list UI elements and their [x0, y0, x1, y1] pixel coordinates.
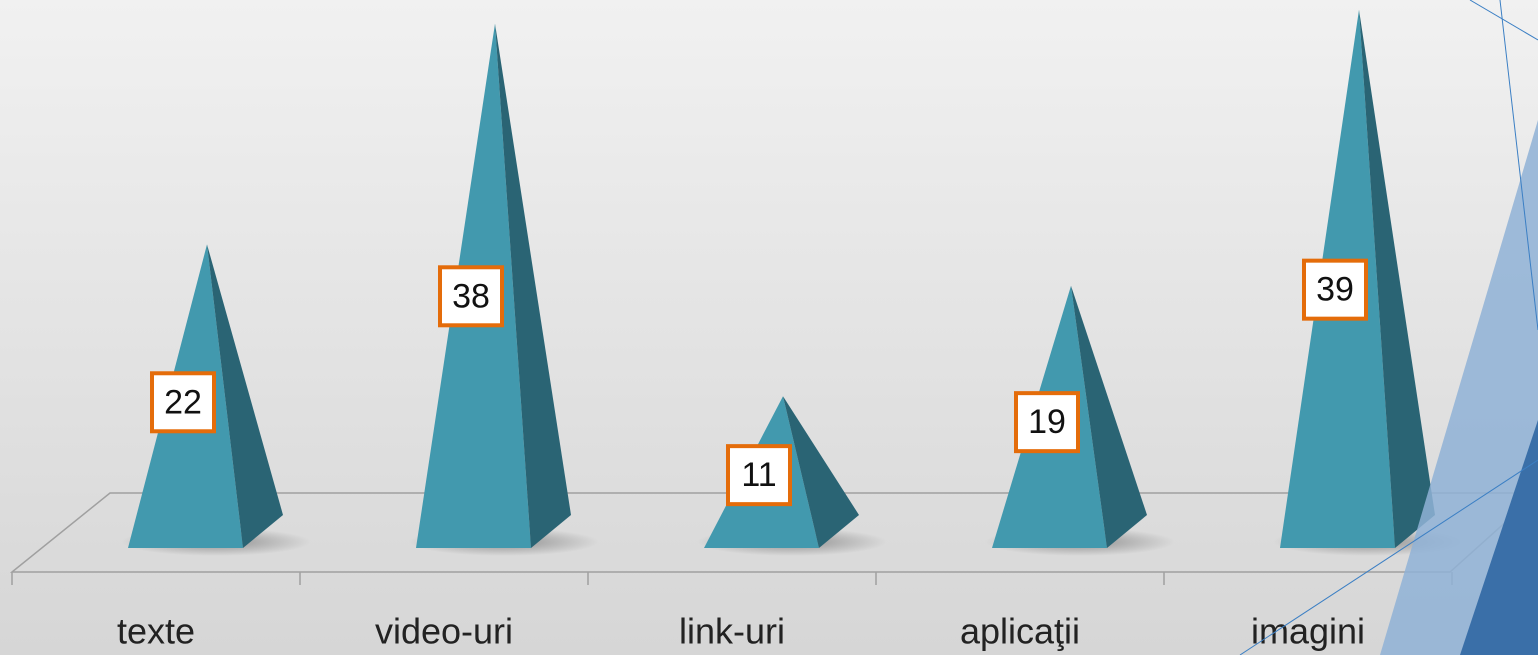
value-label: 11: [741, 456, 776, 494]
value-label-box: [438, 265, 504, 328]
value-label: 19: [1028, 403, 1066, 441]
x-tick-label: video-uri: [375, 611, 513, 652]
value-label-box: [150, 371, 216, 434]
pyramid-side: [1071, 285, 1147, 548]
pyramid-side: [495, 23, 571, 549]
pyramid-side: [207, 244, 283, 548]
value-label: 38: [452, 277, 490, 315]
value-label: 39: [1316, 271, 1354, 309]
x-tick-label: texte: [117, 611, 195, 652]
x-tick-label: imagini: [1251, 611, 1365, 652]
value-label-box: [726, 444, 792, 507]
pyramid-side: [1359, 9, 1435, 549]
x-tick-label: link-uri: [679, 611, 785, 652]
decoration: [1239, 0, 1538, 655]
plot: 22 texte 38 video-uri 11 link-uri 19 aplicaţii 3…: [117, 9, 1463, 652]
value-label-box: [1014, 391, 1080, 454]
value-label-box: [1302, 258, 1368, 321]
pyramid-side: [783, 396, 859, 548]
x-tick-label: aplicaţii: [960, 611, 1080, 652]
value-label: 22: [164, 383, 202, 421]
